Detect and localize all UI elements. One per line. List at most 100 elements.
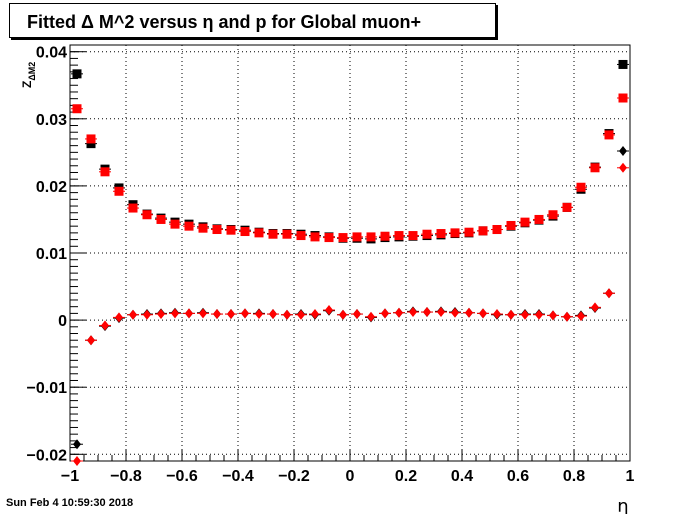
data-point [576,182,586,192]
data-point [241,308,249,319]
data-point [185,308,193,319]
data-point [212,225,222,235]
y-tick-label: −0.01 [27,380,68,397]
tick-labels: −1 −0.8 −0.6 −0.4 −0.2 0 0.2 0.4 0.6 0.8 1 −0.02 −0.… [27,45,635,485]
x-tick-label: 0.4 [451,468,473,485]
y-axis-label: ZΔM2 [20,62,37,88]
data-point [380,231,390,241]
y-tick-label: 0.04 [36,45,67,62]
grid-lines [70,45,630,461]
data-point [128,203,138,213]
data-point [352,232,362,242]
data-point [590,163,600,173]
x-tick-label: −0.4 [222,468,254,485]
data-point [534,214,544,224]
data-point [254,228,264,238]
x-tick-label: −0.8 [110,468,142,485]
data-point [464,227,474,237]
data-point [619,146,627,157]
data-point [325,305,333,316]
data-point [213,309,221,320]
data-point [227,309,235,320]
data-point [129,309,137,320]
data-point [436,229,446,239]
data-point [423,307,431,318]
data-point [114,186,124,196]
data-point [618,93,628,103]
data-point [338,233,348,243]
data-point [395,307,403,318]
data-point [478,226,488,236]
data-point [366,232,376,242]
data-point [282,229,292,239]
data-point [563,311,571,322]
data-point [269,309,277,320]
data-point [605,288,613,299]
x-tick-label: −0.6 [166,468,198,485]
series-3 [71,162,629,466]
data-point [535,309,543,320]
data-point [409,307,417,318]
data-point [171,308,179,319]
series-0 [71,59,629,244]
data-point [506,220,516,230]
data-point [562,202,572,212]
x-tick-label: 0.8 [563,468,585,485]
data-point [115,312,123,323]
data-point [87,335,95,346]
data-point [143,309,151,320]
x-tick-label: 0.2 [395,468,417,485]
data-point [521,309,529,320]
data-point [619,162,627,173]
data-point [86,134,96,144]
chart-title: Fitted Δ M^2 versus η and p for Global m… [27,12,421,32]
data-point [73,456,81,466]
data-point [311,309,319,320]
y-tick-label: 0.02 [36,179,67,196]
data-point [184,221,194,231]
x-tick-label: 0 [346,468,355,485]
data-point [591,302,599,313]
data-point [520,217,530,227]
data-point [437,307,445,318]
data-point [422,229,432,239]
data-point [492,225,502,235]
data-point [72,69,82,79]
data-point [255,309,263,320]
data-point [577,311,585,322]
data-point [199,308,207,319]
data-point [170,219,180,229]
data-point [283,309,291,320]
data-point [324,233,334,243]
x-tick-label: −0.2 [278,468,310,485]
data-point [297,309,305,320]
data-point [240,227,250,237]
title-box: Fitted Δ M^2 versus η and p for Global m… [9,3,496,38]
data-point [549,310,557,321]
data-point [367,311,375,322]
data-point [100,167,110,177]
x-tick-label: −1 [61,468,79,485]
data-point [408,231,418,241]
y-tick-label: 0 [58,313,67,330]
data-point [548,210,558,220]
data-point [156,214,166,224]
data-point [450,228,460,238]
data-point [479,308,487,319]
series-1 [71,93,629,243]
data-point [72,104,82,114]
data-point [604,130,614,140]
data-point [73,439,81,450]
data-point [310,232,320,242]
data-point [451,307,459,318]
timestamp-footer: Sun Feb 4 10:59:30 2018 [6,497,134,509]
y-tick-label: 0.03 [36,112,67,129]
data-point [101,320,109,331]
x-tick-label: 0.6 [507,468,529,485]
data-point [142,210,152,220]
y-tick-label: 0.01 [36,246,67,263]
data-point [507,309,515,320]
data-point [226,225,236,235]
data-point [296,231,306,241]
